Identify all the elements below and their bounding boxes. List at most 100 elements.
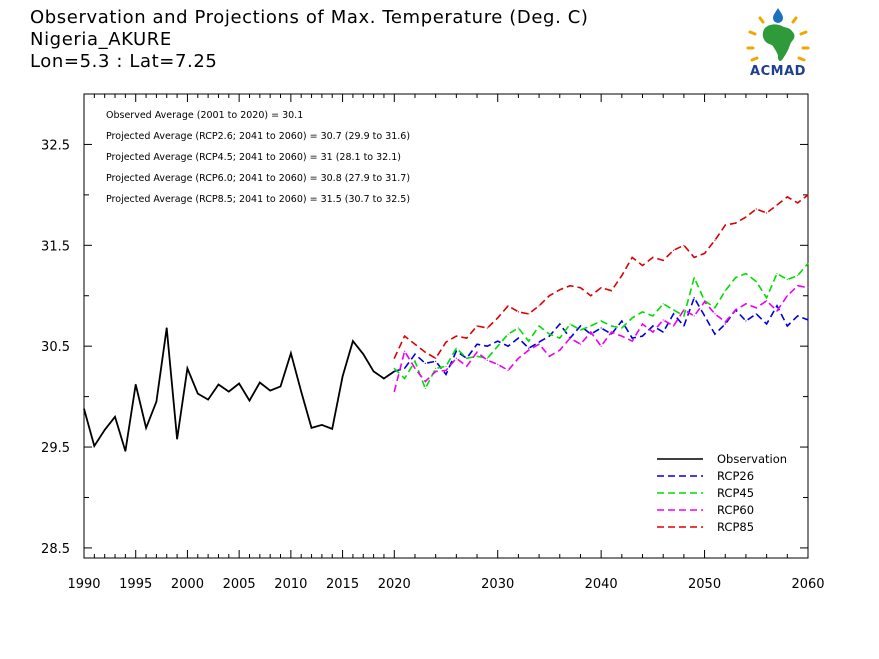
data-point-rcp45 [455, 347, 457, 349]
data-point-rcp26 [393, 370, 395, 372]
data-point-rcp45 [424, 387, 426, 390]
data-point-rcp45 [662, 303, 664, 305]
series-line-rcp60 [393, 284, 809, 392]
x-tick-label: 2020 [378, 577, 411, 592]
data-point-observation [290, 352, 292, 354]
x-tick-label: 2030 [481, 577, 514, 592]
data-point-observation [373, 370, 375, 372]
station-coordinates: Lon=5.3 : Lat=7.25 [30, 51, 218, 72]
data-point-rcp85 [445, 341, 447, 343]
data-point-observation [155, 401, 157, 403]
data-point-rcp45 [497, 345, 499, 347]
data-point-observation [207, 399, 209, 401]
y-tick-label: 28.5 [41, 542, 70, 557]
data-point-observation [228, 390, 230, 393]
x-tick-label: 1995 [119, 577, 152, 592]
data-point-rcp45 [672, 309, 675, 311]
data-point-rcp85 [393, 357, 395, 359]
droplet-icon [773, 8, 783, 23]
legend-label-rcp60: RCP60 [717, 503, 754, 517]
data-point-rcp85 [590, 295, 592, 297]
data-point-rcp85 [600, 287, 602, 289]
data-point-rcp45 [548, 333, 551, 335]
data-point-rcp85 [672, 249, 675, 251]
plot-frame [83, 93, 809, 559]
stat-rcp26: Projected Average (RCP2.6; 2041 to 2060)… [106, 131, 410, 142]
data-point-rcp85 [476, 325, 478, 327]
data-point-rcp60 [538, 343, 540, 345]
data-point-rcp60 [797, 285, 799, 287]
data-point-rcp60 [641, 323, 644, 325]
data-point-rcp45 [766, 297, 768, 299]
stat-rcp45: Projected Average (RCP4.5; 2041 to 2060)… [106, 152, 401, 163]
data-point-rcp26 [404, 367, 406, 369]
data-point-rcp45 [641, 311, 644, 313]
series-line-rcp45 [393, 262, 809, 391]
data-point-rcp26 [445, 373, 447, 376]
data-point-rcp45 [776, 272, 778, 275]
data-point-rcp26 [435, 360, 437, 362]
data-point-rcp60 [786, 295, 788, 297]
data-point-observation [362, 353, 364, 355]
data-point-rcp26 [693, 297, 695, 299]
data-point-rcp45 [600, 320, 602, 322]
data-point-rcp85 [559, 289, 561, 291]
data-point-rcp85 [528, 313, 530, 315]
data-point-rcp26 [631, 337, 633, 339]
data-point-rcp26 [476, 343, 478, 345]
data-point-rcp85 [610, 290, 613, 292]
data-point-rcp60 [466, 365, 468, 367]
axis-ticks: 28.5 29.5 30.5 31.5 32.5 1990 1995 2000 2005 2010… [41, 93, 825, 592]
data-point-rcp45 [745, 272, 747, 275]
station-name: Nigeria_AKURE [30, 29, 172, 50]
legend-label-rcp45: RCP45 [717, 486, 754, 500]
y-tick-label: 29.5 [41, 441, 70, 456]
data-point-rcp26 [455, 350, 457, 352]
data-point-observation [145, 427, 147, 429]
data-point-rcp45 [735, 276, 737, 279]
data-point-rcp26 [507, 345, 509, 347]
data-point-rcp60 [631, 340, 633, 342]
data-point-rcp60 [745, 303, 747, 305]
data-point-rcp60 [404, 350, 406, 352]
data-point-observation [135, 383, 137, 386]
data-point-rcp60 [590, 331, 592, 333]
x-tick-label: 1990 [67, 577, 100, 592]
data-point-rcp60 [569, 337, 571, 339]
data-point-rcp85 [621, 274, 623, 277]
data-point-rcp60 [445, 369, 447, 371]
data-point-rcp60 [776, 310, 778, 312]
x-tick-label: 2060 [791, 577, 824, 592]
data-point-rcp85 [755, 208, 757, 210]
data-point-rcp60 [735, 309, 737, 311]
data-point-rcp60 [662, 319, 664, 321]
data-point-rcp45 [807, 262, 809, 265]
data-point-rcp85 [662, 259, 664, 262]
x-tick-label: 2010 [274, 577, 307, 592]
data-point-rcp85 [703, 252, 706, 254]
data-point-observation [310, 427, 313, 429]
data-point-observation [93, 445, 95, 447]
y-tick-label: 31.5 [41, 239, 70, 254]
data-point-rcp85 [735, 222, 737, 224]
data-point-rcp85 [435, 357, 437, 359]
data-point-rcp26 [559, 323, 561, 325]
data-point-rcp85 [424, 351, 426, 353]
data-point-rcp85 [497, 317, 499, 319]
data-point-rcp45 [755, 281, 757, 283]
data-point-rcp60 [807, 287, 809, 289]
data-point-rcp60 [652, 331, 654, 333]
data-point-rcp85 [507, 305, 509, 307]
x-tick-label: 2000 [171, 577, 204, 592]
data-point-rcp85 [724, 224, 726, 226]
data-point-observation [124, 450, 126, 452]
data-point-rcp26 [517, 337, 520, 339]
data-point-rcp45 [476, 355, 478, 357]
data-point-rcp60 [621, 335, 623, 337]
stats-annotations: Observed Average (2001 to 2020) = 30.1 P… [106, 110, 410, 205]
data-point-rcp85 [745, 216, 747, 218]
data-point-rcp85 [797, 202, 799, 204]
data-point-rcp60 [766, 300, 768, 302]
data-point-rcp26 [662, 331, 664, 333]
data-point-rcp85 [631, 256, 633, 259]
